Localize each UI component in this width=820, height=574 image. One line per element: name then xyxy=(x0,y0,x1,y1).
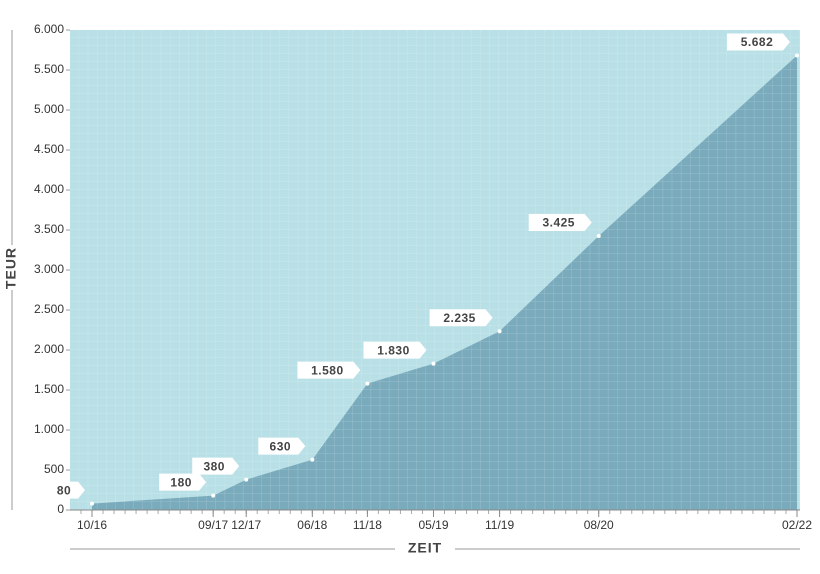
value-label-box xyxy=(297,361,361,379)
value-label-box xyxy=(528,214,592,231)
value-label-box xyxy=(258,437,306,455)
value-label: 80 xyxy=(57,483,71,497)
y-tick-label: 2.500 xyxy=(34,302,64,316)
y-tick-label: 3.500 xyxy=(34,222,64,236)
x-tick-label: 08/20 xyxy=(584,518,614,532)
y-tick-label: 4.500 xyxy=(34,142,64,156)
x-axis-title: ZEIT xyxy=(408,540,442,556)
x-tick-label: 11/18 xyxy=(353,518,382,532)
point xyxy=(596,234,601,238)
y-tick-label: 1.500 xyxy=(34,382,64,396)
value-label: 180 xyxy=(170,475,192,489)
grid-pattern xyxy=(70,30,800,510)
y-tick-label: 500 xyxy=(44,462,64,476)
value-label-box xyxy=(363,341,427,359)
value-label: 1.580 xyxy=(311,363,344,377)
value-label-box xyxy=(727,33,790,51)
y-tick-label: 5.000 xyxy=(34,102,64,116)
y-tick-label: 2.000 xyxy=(34,342,64,356)
y-tick-label: 5.500 xyxy=(34,62,64,76)
point xyxy=(244,477,249,482)
value-label: 5.682 xyxy=(741,35,774,49)
point xyxy=(211,493,216,498)
x-tick-label: 11/19 xyxy=(485,518,514,532)
value-label: 630 xyxy=(270,439,292,453)
value-label-box xyxy=(429,309,493,327)
x-tick-label: 09/17 xyxy=(198,518,228,532)
x-tick-label: 05/19 xyxy=(418,518,448,532)
value-label-box xyxy=(46,481,85,499)
y-tick-label: 6.000 xyxy=(34,22,64,36)
point xyxy=(497,329,502,334)
value-label-box xyxy=(192,457,240,475)
y-tick-label: 3.000 xyxy=(34,262,64,276)
y-axis-title: TEUR xyxy=(3,247,19,289)
value-label: 1.830 xyxy=(377,343,410,357)
x-tick-label: 10/16 xyxy=(77,518,107,532)
value-label: 2.235 xyxy=(443,311,476,325)
point xyxy=(365,381,370,386)
y-tick-label: 1.000 xyxy=(34,422,64,436)
x-tick-label: 02/22 xyxy=(782,518,812,532)
value-label: 380 xyxy=(203,459,225,473)
value-label-box xyxy=(159,473,207,491)
value-label: 3.425 xyxy=(542,216,575,230)
point xyxy=(431,361,436,366)
point xyxy=(795,53,799,58)
x-tick-label: 12/17 xyxy=(231,518,261,532)
y-tick-label: 4.000 xyxy=(34,182,64,196)
point xyxy=(90,501,94,506)
y-tick-label: 0 xyxy=(57,502,64,516)
point xyxy=(310,457,315,462)
x-tick-label: 06/18 xyxy=(297,518,327,532)
